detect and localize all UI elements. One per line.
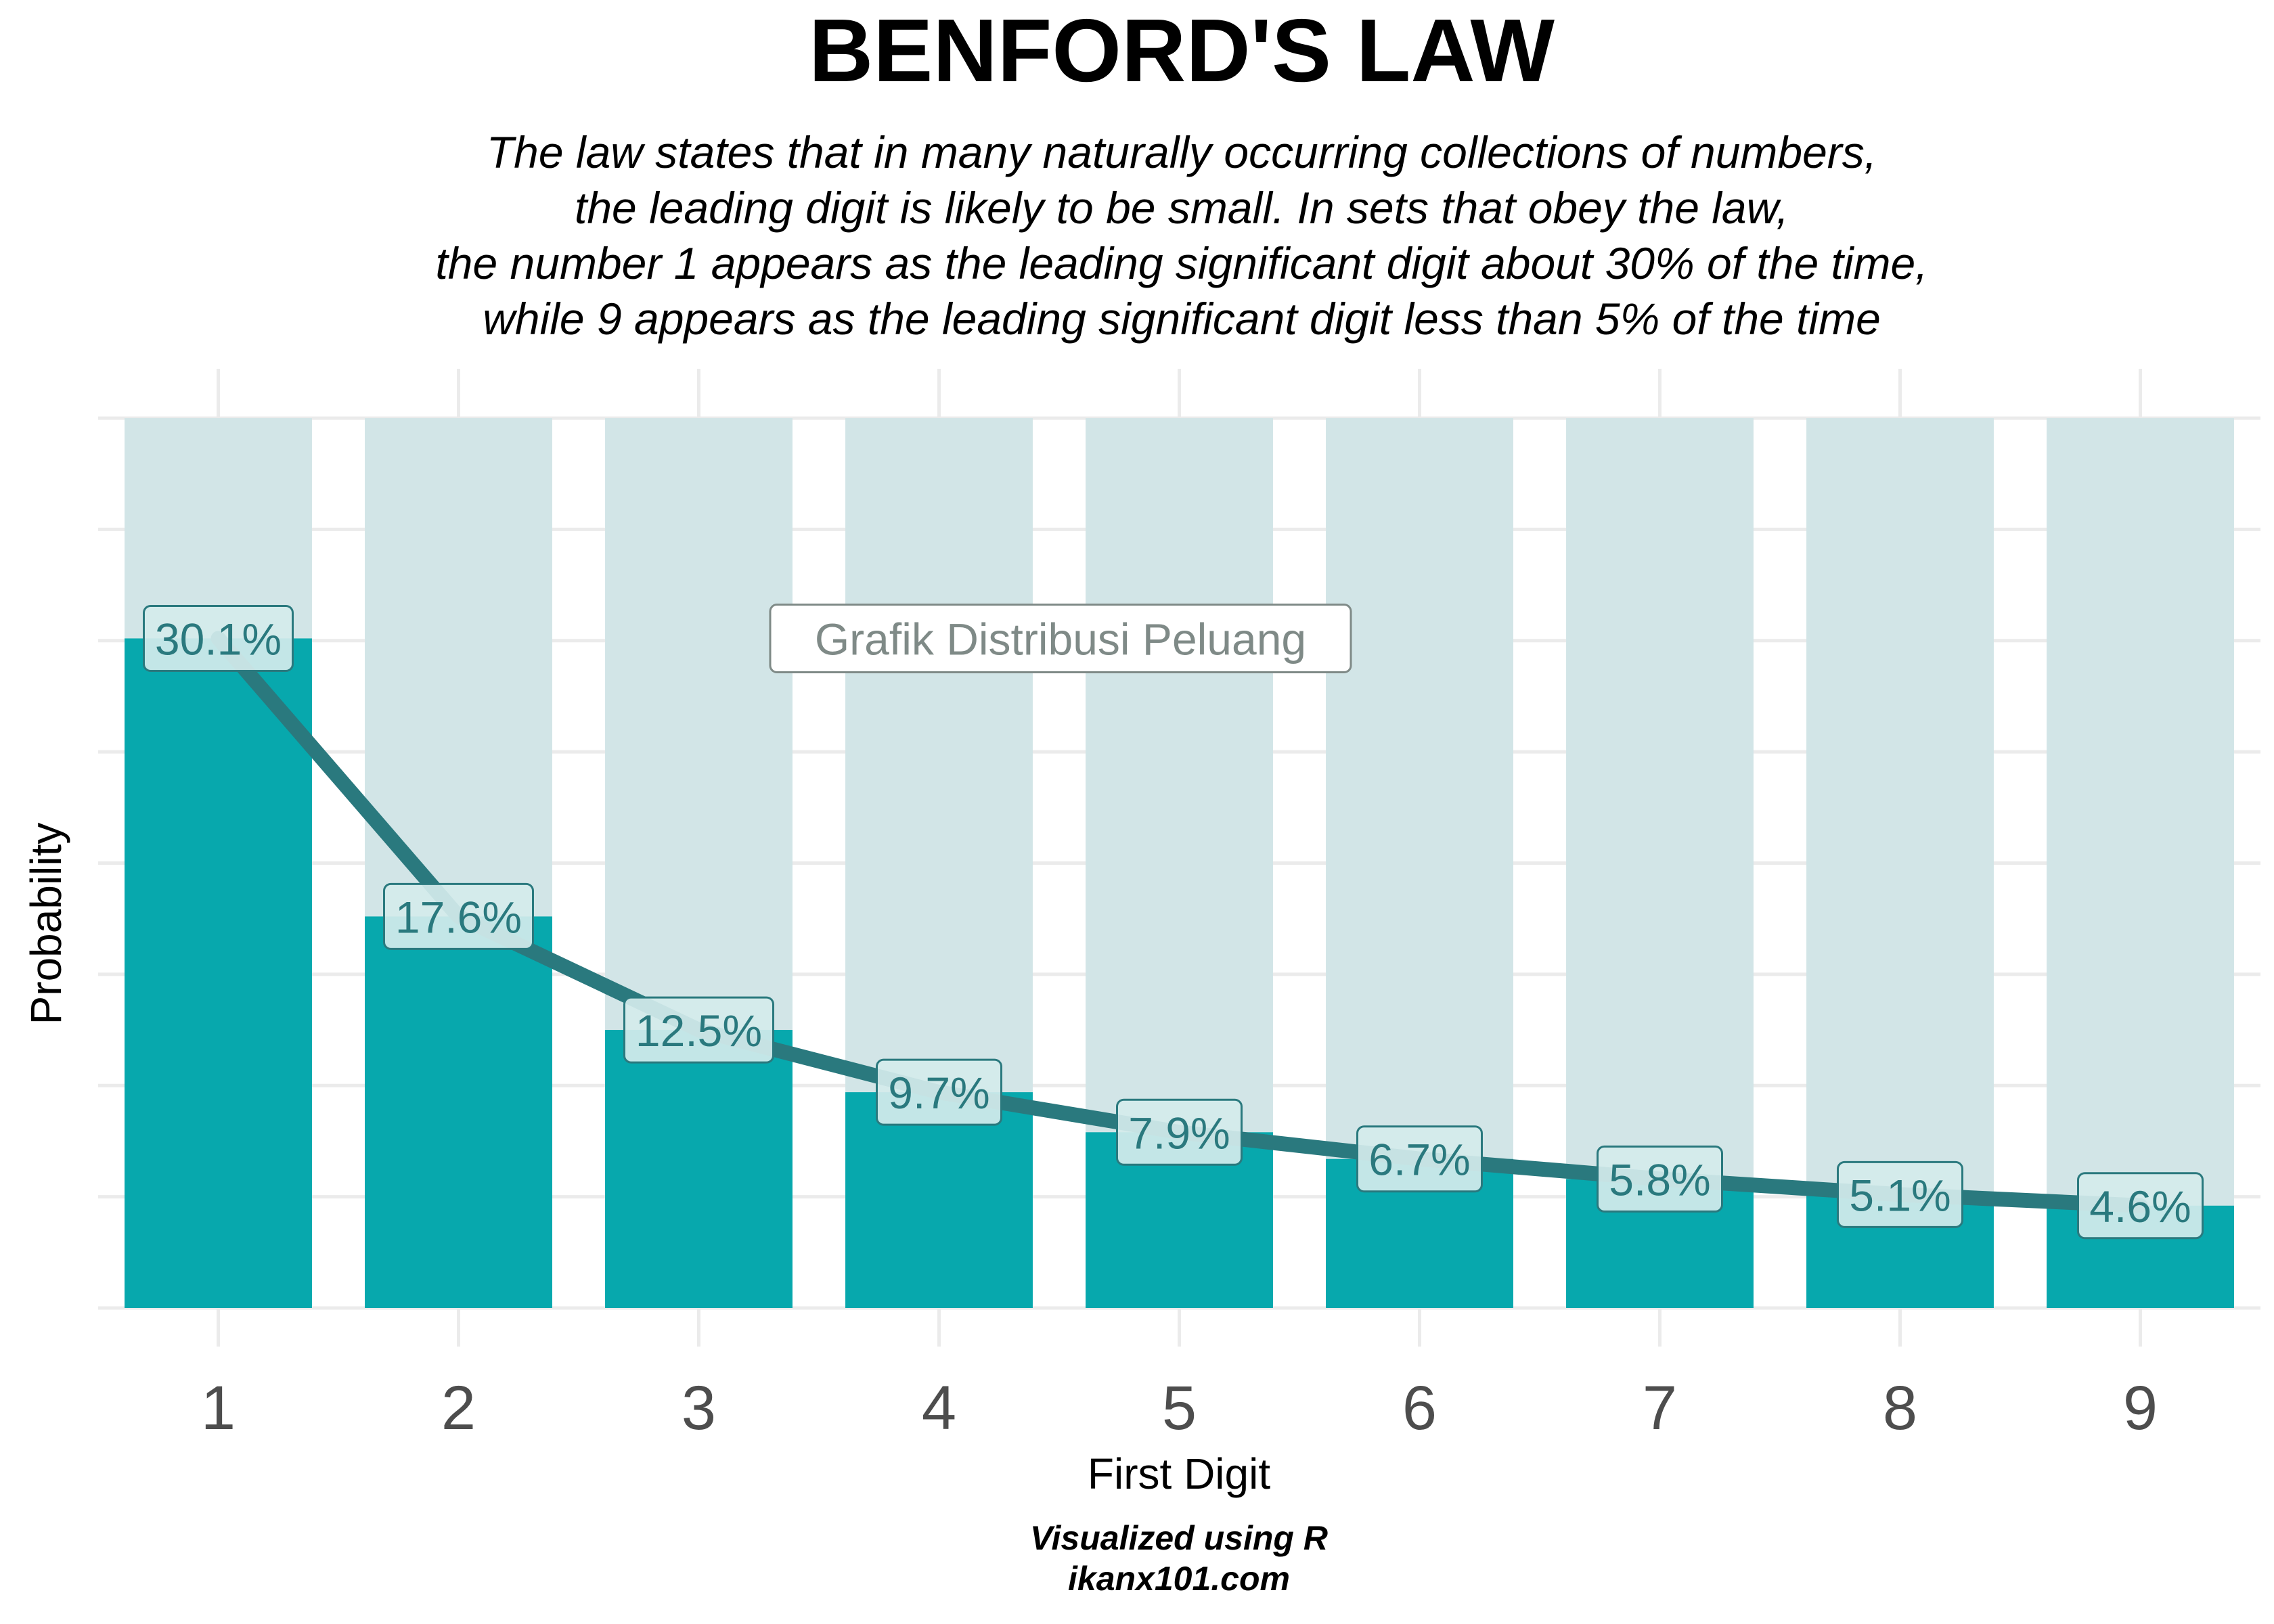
bar-digit-4: [845, 1092, 1033, 1308]
chart-subtitle-line-4: while 9 appears as the leading significa…: [483, 294, 1881, 344]
data-label: 9.7%: [888, 1068, 989, 1118]
data-label: 30.1%: [155, 614, 282, 664]
background-bar: [1806, 418, 1994, 1308]
x-tick-label: 5: [1162, 1374, 1197, 1443]
data-label: 12.5%: [636, 1006, 762, 1056]
annotation-text: Grafik Distribusi Peluang: [815, 614, 1306, 664]
x-tick-label: 1: [201, 1374, 236, 1443]
data-label-box: [383, 882, 534, 950]
data-label: 17.6%: [395, 892, 522, 942]
bar-digit-1: [125, 638, 312, 1308]
x-tick-label: 6: [1402, 1374, 1437, 1443]
x-tick-labels: 1 2 3 4 5 6 7 8 9: [201, 1374, 2158, 1443]
x-tick-label: 4: [922, 1374, 956, 1443]
caption-line-1: Visualized using R: [1030, 1519, 1328, 1557]
data-label-box: [2077, 1172, 2204, 1240]
data-label-box: [1597, 1145, 1723, 1213]
x-tick-label: 2: [441, 1374, 476, 1443]
chart-title: BENFORD'S LAW: [809, 1, 1555, 100]
data-label: 5.1%: [1849, 1170, 1950, 1220]
caption-line-2: ikanx101.com: [1068, 1560, 1290, 1598]
data-label: 6.7%: [1368, 1135, 1470, 1185]
y-axis-label: Probability: [22, 823, 70, 1025]
data-label-box: [623, 996, 774, 1064]
chart-subtitle-line-1: The law states that in many naturally oc…: [487, 127, 1877, 177]
data-label-box: [1116, 1098, 1243, 1166]
data-label-box: [1356, 1125, 1483, 1193]
annotation-group: Grafik Distribusi Peluang: [769, 603, 1352, 673]
x-tick-label: 3: [682, 1374, 716, 1443]
x-axis-label: First Digit: [1088, 1449, 1270, 1498]
annotation-box: [769, 603, 1352, 673]
data-label-box: [1837, 1160, 1963, 1228]
data-label: 7.9%: [1128, 1108, 1230, 1158]
bar-digit-2: [365, 916, 552, 1308]
chart-subtitle-line-2: the leading digit is likely to be small.…: [575, 183, 1789, 233]
x-tick-label: 8: [1883, 1374, 1917, 1443]
bar-digit-3: [605, 1030, 793, 1308]
data-label: 4.6%: [2089, 1181, 2191, 1232]
data-labels: 30.1% 17.6% 12.5% 9.7% 7.9% 6.7% 5.8% 5.1% 4.6%: [143, 604, 2204, 1240]
data-label: 5.8%: [1609, 1154, 1710, 1204]
data-label-box: [143, 604, 294, 672]
data-label-box: [876, 1058, 1002, 1126]
chart-subtitle-line-3: the number 1 appears as the leading sign…: [435, 238, 1927, 288]
x-tick-label: 7: [1643, 1374, 1677, 1443]
x-tick-label: 9: [2123, 1374, 2158, 1443]
background-bar: [2047, 418, 2234, 1308]
